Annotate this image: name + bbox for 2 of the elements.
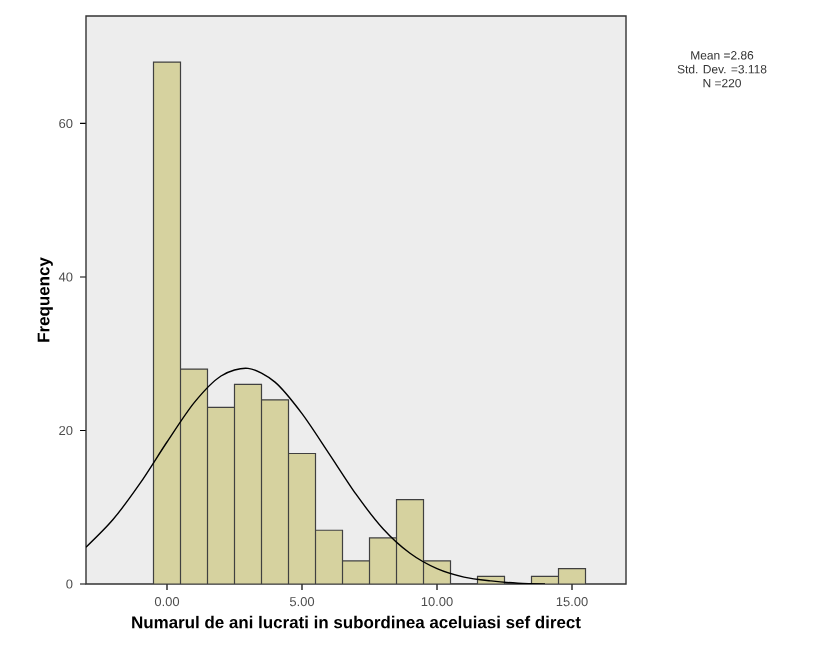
x-axis-title: Numarul de ani lucrati in subordinea aceluiasi sef direct xyxy=(132,615,581,629)
y-axis-title: Frequency xyxy=(37,257,53,342)
